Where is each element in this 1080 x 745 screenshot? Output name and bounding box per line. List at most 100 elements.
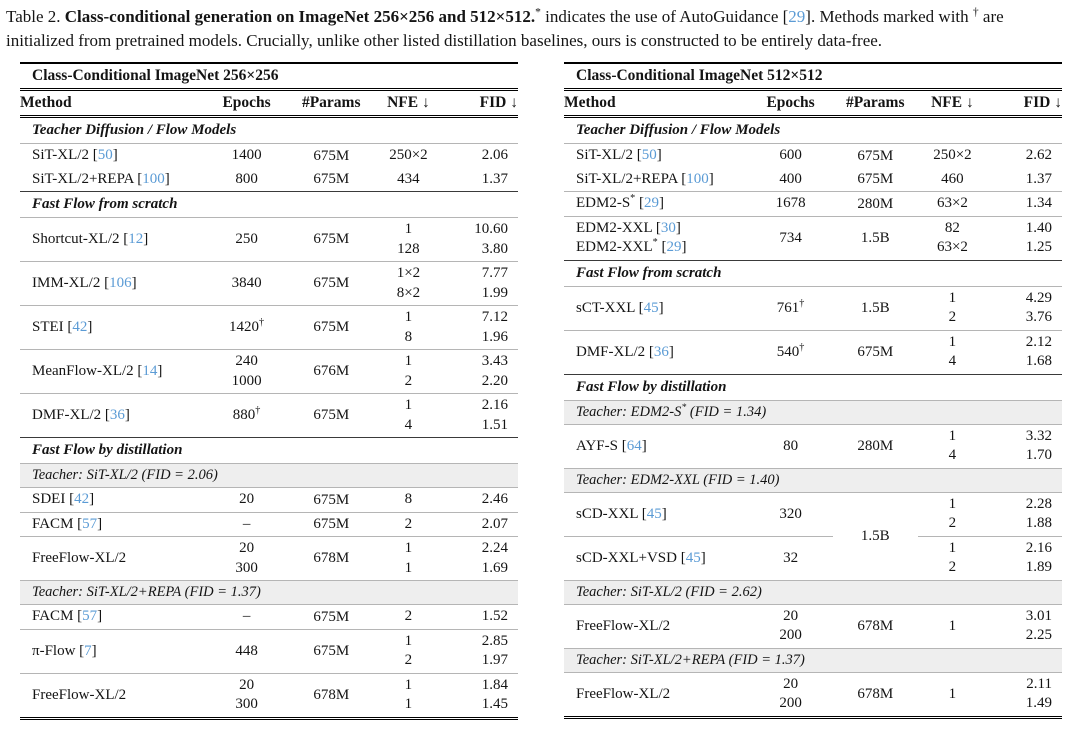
text-segment: SiT-XL/2 [ — [576, 147, 642, 164]
citation-link[interactable]: 29 — [788, 7, 806, 26]
table-row: FACM [57] – 675M 2 2.07 — [20, 511, 518, 537]
cell-line: sCT-XXL [45] — [576, 299, 748, 319]
teacher-label: Teacher: SiT-XL/2+REPA (FID = 1.37) — [20, 580, 518, 605]
cell-line: 1.49 — [987, 694, 1052, 714]
citation-link[interactable]: 30 — [660, 219, 676, 236]
citation-link[interactable]: 14 — [142, 363, 158, 379]
text-segment: ] — [659, 195, 665, 212]
text-segment: 1 — [404, 397, 413, 414]
cell-line: SiT-XL/2 [50] — [576, 146, 748, 166]
cell-line: 82 — [918, 219, 988, 239]
text-segment: 600 — [779, 147, 802, 164]
citation-link[interactable]: 45 — [685, 549, 701, 566]
cell-line: 1.99 — [443, 284, 508, 304]
cell-line: 2.46 — [443, 490, 508, 510]
text-segment: Fast Flow by distillation — [32, 442, 183, 459]
cell-epochs: 448 — [204, 628, 289, 674]
column-header-fid: FID ↓ — [987, 89, 1062, 119]
citation-link[interactable]: 36 — [653, 343, 669, 360]
citation-link[interactable]: 42 — [74, 491, 90, 508]
cell-line: 1 — [374, 559, 444, 579]
text-segment: 1.84 — [481, 676, 508, 693]
cell-epochs: 1678 — [748, 191, 833, 217]
results-table-512x512: Class-Conditional ImageNet 512×512 Method… — [564, 62, 1062, 719]
text-segment: 434 — [397, 170, 420, 187]
text-segment: 63×2 — [936, 195, 968, 212]
table-row: sCT-XXL [45] 761† 1.5B 1 2 4.29 3.76 — [564, 285, 1062, 331]
text-segment: 82 — [944, 219, 960, 236]
citation-link[interactable]: 106 — [109, 275, 132, 291]
teacher-row: Teacher: SiT-XL/2 (FID = 2.06) — [20, 463, 518, 488]
cell-params: 675M — [313, 171, 350, 187]
citation-link[interactable]: 12 — [128, 231, 144, 247]
column-header-params: #Params — [832, 89, 918, 119]
citation-link[interactable]: 50 — [641, 147, 657, 164]
text-segment: 200 — [779, 695, 802, 712]
citation-link[interactable]: 29 — [666, 239, 682, 256]
cell-epochs: 20 300 — [204, 536, 289, 581]
cell-line: 1.45 — [443, 695, 508, 715]
cell-line: 3.76 — [987, 308, 1052, 328]
cell-epochs: 761† — [748, 285, 833, 331]
citation-link[interactable]: 42 — [72, 319, 88, 335]
citation-link[interactable]: 36 — [109, 407, 125, 423]
citation-link[interactable]: 29 — [644, 195, 660, 212]
citation-link[interactable]: 57 — [82, 608, 98, 625]
text-segment: 2.28 — [1025, 495, 1052, 512]
cell-nfe: 82 63×2 — [917, 215, 988, 261]
cell-line: 32 — [748, 549, 833, 569]
citation-link[interactable]: 100 — [686, 170, 709, 187]
cell-line: DMF-XL/2 [36] — [576, 343, 748, 363]
cell-line: FreeFlow-XL/2 — [32, 686, 204, 706]
text-segment: 4 — [948, 447, 957, 464]
text-segment: ] — [131, 275, 137, 291]
text-segment: π-Flow [ — [32, 642, 85, 659]
text-segment: 2 — [948, 515, 957, 532]
text-segment: Teacher: SiT-XL/2 (FID = 2.06) — [32, 467, 218, 484]
citation-link[interactable]: 7 — [84, 642, 92, 659]
cell-line: 1.89 — [987, 558, 1052, 578]
text-segment: 1 — [404, 632, 413, 649]
cell-line: 1 — [918, 539, 988, 559]
text-segment: ] — [87, 319, 93, 335]
text-segment: 3.80 — [481, 240, 508, 257]
table-row: sCD-XXL+VSD [45] 32 1 2 2.16 1.89 — [564, 535, 1062, 581]
cell-epochs: 20 200 — [748, 603, 833, 649]
text-segment: 2.25 — [1025, 627, 1052, 644]
table-row: FreeFlow-XL/2 20 200 678M 1 2.11 1.49 — [564, 671, 1062, 718]
citation-link[interactable]: 57 — [82, 515, 98, 532]
cell-line: 1 — [374, 352, 444, 372]
citation-link[interactable]: 45 — [643, 299, 659, 316]
cell-line: 540† — [748, 342, 833, 363]
table-row: Shortcut-XL/2 [12] 250 675M 1 128 10.60 3.80 — [20, 217, 518, 262]
text-segment: 2.12 — [1025, 333, 1052, 350]
text-segment: 1 — [948, 617, 957, 634]
section-row: Fast Flow from scratch — [20, 191, 518, 218]
cell-params: 675M — [288, 393, 374, 438]
cell-fid: 2.06 — [443, 143, 518, 168]
cell-params: 1.5B — [832, 491, 918, 581]
cell-line: 1 — [374, 676, 444, 696]
text-segment: 250×2 — [389, 147, 428, 164]
section-label: Fast Flow by distillation — [564, 373, 1062, 401]
cell-line: 2 — [374, 372, 444, 392]
cell-nfe: 1 — [917, 603, 988, 649]
citation-link[interactable]: 45 — [646, 505, 662, 522]
cell-epochs: 20 200 — [748, 671, 833, 718]
text-segment: ] — [708, 170, 714, 187]
cell-method: FreeFlow-XL/2 — [20, 672, 205, 719]
cell-method: SiT-XL/2+REPA [100] — [20, 168, 204, 192]
citation-link[interactable]: 100 — [142, 170, 165, 187]
cell-line: 4 — [918, 352, 988, 372]
text-segment: – — [242, 608, 251, 625]
citation-link[interactable]: 64 — [626, 437, 642, 454]
text-segment: 2.85 — [481, 632, 508, 649]
citation-link[interactable]: 50 — [97, 147, 113, 164]
cell-line: 800 — [204, 170, 289, 190]
cell-line: 880† — [204, 405, 289, 426]
text-segment: SiT-XL/2+REPA [ — [32, 170, 143, 187]
cell-line: sCD-XXL [45] — [576, 505, 748, 525]
text-segment: EDM2-XXL — [576, 239, 653, 256]
text-segment: DMF-XL/2 [ — [32, 407, 110, 423]
